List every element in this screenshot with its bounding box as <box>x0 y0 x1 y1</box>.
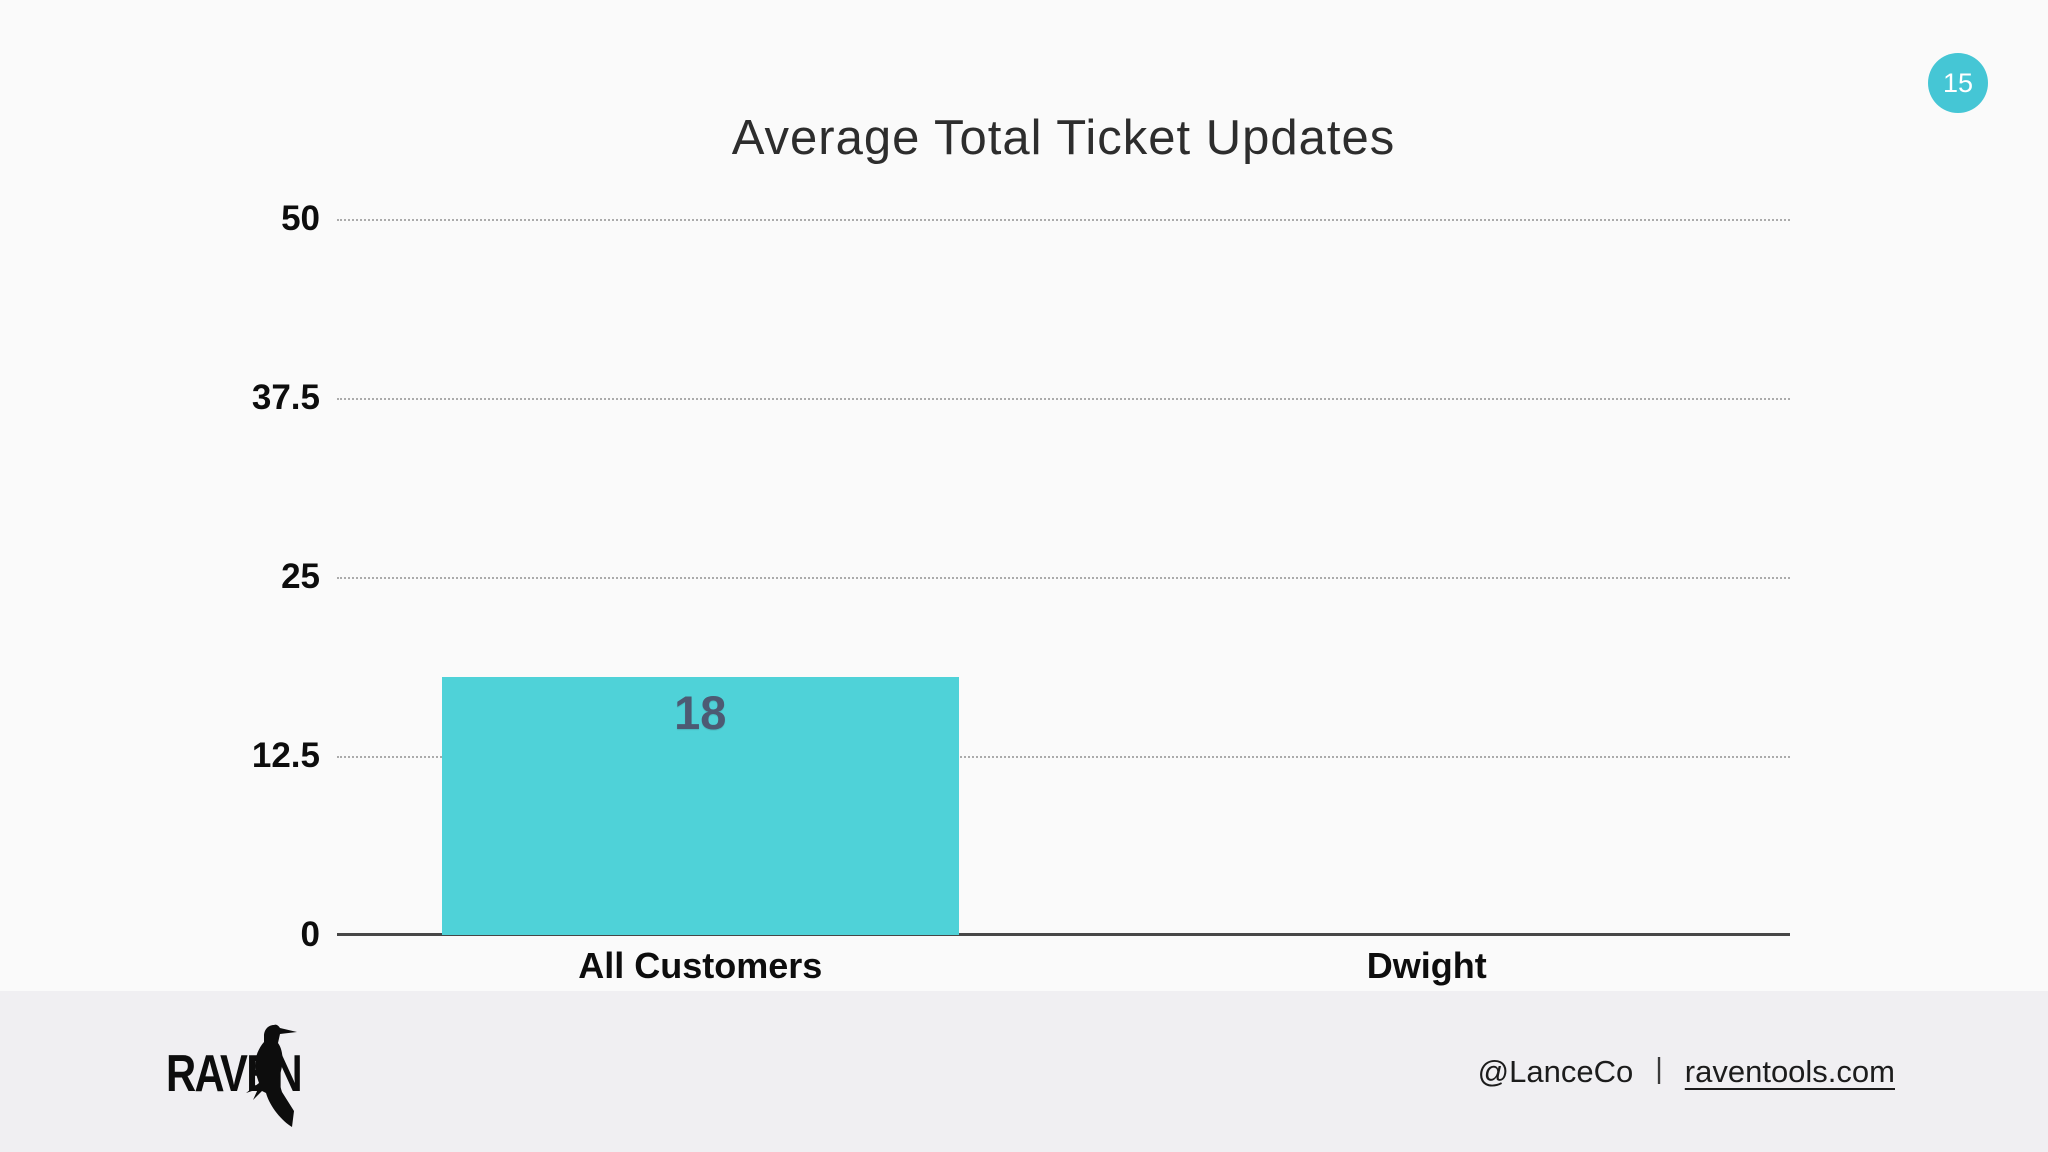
x-axis-category-label: Dwight <box>1366 945 1487 986</box>
footer-links: @LanceCo | raventools.com <box>1478 991 1895 1152</box>
website-link[interactable]: raventools.com <box>1684 1053 1895 1089</box>
social-handle: @LanceCo <box>1477 1053 1634 1089</box>
bar-all-customers: 18 <box>441 677 959 935</box>
y-axis-tick-label: 25 <box>281 557 320 596</box>
y-axis-tick-label: 37.5 <box>251 378 320 417</box>
gridline-25 <box>337 577 1790 579</box>
gridline-37.5 <box>337 398 1790 400</box>
chart-title: Average Total Ticket Updates <box>731 111 1396 165</box>
raven-bird-icon <box>246 1024 297 1127</box>
gridline-12.5 <box>337 756 1790 758</box>
y-axis-tick-label: 0 <box>300 915 320 954</box>
bar-value-label: 18 <box>674 686 727 740</box>
footer: RAVEN @LanceCo | raventools.com <box>0 991 2048 1152</box>
bar-chart-plot-area: 50 37.5 25 12.5 0 18 All Customers Dwight <box>252 199 1790 986</box>
page-number: 15 <box>1942 67 1974 98</box>
y-axis-tick-label: 50 <box>281 199 320 238</box>
x-axis-category-label: All Customers <box>578 945 823 986</box>
page-number-badge: 15 <box>1928 53 1988 113</box>
y-axis-tick-label: 12.5 <box>251 736 320 775</box>
x-axis-line <box>337 933 1790 936</box>
footer-divider: | <box>1655 1053 1663 1085</box>
gridline-50 <box>337 219 1790 221</box>
raven-logo: RAVEN <box>166 1024 303 1127</box>
